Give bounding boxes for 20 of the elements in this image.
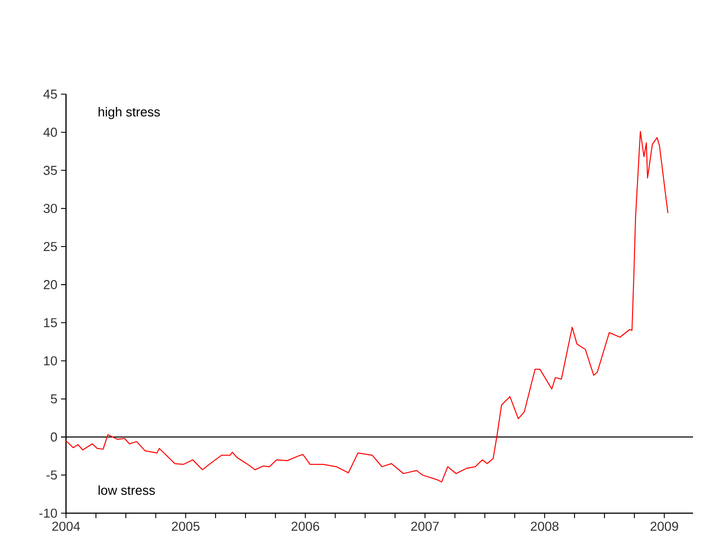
- y-tick-label: 30: [44, 204, 57, 213]
- y-tick-label: 0: [50, 432, 57, 442]
- y-tick-label: 20: [44, 280, 57, 290]
- x-tick-label: 2007: [411, 522, 439, 531]
- y-tick-label: 15: [44, 318, 57, 328]
- y-tick-label: 5: [50, 394, 57, 404]
- y-tick-label: 45: [43, 90, 57, 99]
- x-tick-label: 2009: [650, 522, 678, 531]
- x-tick-label: 2008: [530, 522, 558, 531]
- y-tick-label: 25: [44, 242, 57, 252]
- y-tick-label: 35: [44, 166, 57, 175]
- y-tick-label: -5: [46, 470, 57, 480]
- y-tick-label: 10: [44, 356, 57, 366]
- annotation: high stress: [98, 106, 160, 119]
- annotation: low stress: [98, 485, 155, 495]
- x-tick-label: 2005: [172, 522, 200, 531]
- x-tick-label: 2004: [52, 522, 80, 531]
- y-tick-label: 40: [43, 128, 57, 137]
- y-tick-label: -10: [39, 508, 57, 518]
- x-tick-label: 2006: [292, 522, 320, 531]
